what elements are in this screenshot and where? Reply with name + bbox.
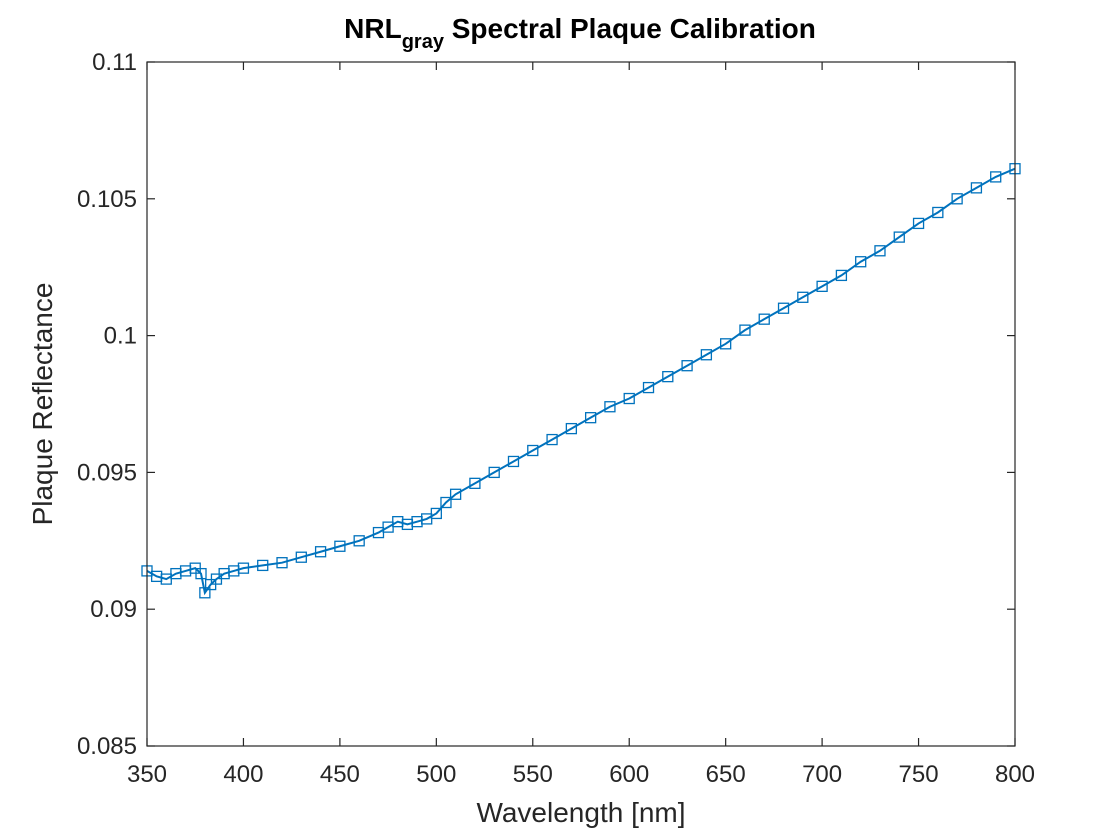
data-point [797, 291, 809, 303]
x-tick-label: 400 [223, 761, 263, 788]
data-point [195, 567, 207, 580]
x-tick-label: 450 [320, 761, 360, 788]
data-point [584, 412, 597, 424]
data-point [720, 338, 732, 350]
data-point [276, 557, 288, 569]
series-layer [141, 163, 1021, 599]
data-point [835, 269, 848, 282]
data-point [469, 477, 481, 489]
data-point [334, 540, 346, 552]
chart-title: NRLgray Spectral Plaque Calibration [344, 13, 816, 53]
data-point [855, 256, 867, 268]
x-tick-label: 700 [802, 761, 842, 788]
x-axis-label: Wavelength [nm] [476, 797, 685, 828]
x-tick-label: 650 [706, 761, 746, 788]
data-point [642, 381, 655, 394]
plot-area [147, 62, 1015, 746]
data-point [700, 349, 713, 361]
x-tick-label: 550 [513, 761, 553, 788]
x-tick-label: 350 [127, 761, 167, 788]
data-point [353, 535, 365, 547]
data-point [604, 401, 616, 413]
data-point [199, 587, 211, 599]
data-point [314, 546, 327, 558]
data-point [970, 182, 983, 194]
data-point [257, 559, 269, 572]
data-point [777, 302, 790, 314]
data-point [449, 488, 462, 500]
chart-title-rest: Spectral Plaque Calibration [444, 13, 816, 44]
chart-title-main: NRL [344, 13, 402, 44]
data-point [951, 193, 963, 205]
data-point [681, 360, 693, 372]
data-point [237, 562, 250, 574]
data-point [623, 392, 635, 405]
data-point [440, 496, 452, 509]
data-point [488, 466, 500, 479]
x-tick-label: 800 [995, 761, 1035, 788]
y-tick-label: 0.09 [90, 596, 137, 623]
data-point [912, 217, 925, 230]
x-tick-label: 600 [609, 761, 649, 788]
data-point [893, 231, 905, 243]
y-tick-label: 0.11 [92, 49, 137, 76]
y-axis-label: Plaque Reflectance [27, 283, 58, 526]
data-point [932, 206, 944, 219]
data-point [874, 245, 886, 257]
chart-title-subscript: gray [402, 31, 445, 53]
data-point [546, 433, 558, 446]
data-point [527, 444, 539, 457]
data-point [295, 551, 307, 563]
data-point [739, 324, 751, 336]
data-point [990, 171, 1002, 183]
y-tick-label: 0.1 [104, 323, 137, 350]
y-ticks: 0.085 0.09 0.095 0.1 0.105 0.11 [77, 49, 1015, 760]
data-point [565, 422, 578, 435]
x-tick-label: 500 [416, 761, 456, 788]
x-tick-label: 750 [899, 761, 939, 788]
y-tick-label: 0.095 [77, 459, 137, 486]
data-point [816, 280, 828, 293]
data-point [430, 507, 442, 520]
data-point [758, 313, 770, 325]
data-point [662, 370, 674, 383]
data-point [507, 455, 520, 468]
y-tick-label: 0.105 [77, 186, 137, 213]
y-tick-label: 0.085 [77, 733, 137, 760]
axes-box [146, 61, 1016, 747]
x-ticks: 350 400 450 500 550 600 650 700 750 800 [127, 62, 1035, 788]
